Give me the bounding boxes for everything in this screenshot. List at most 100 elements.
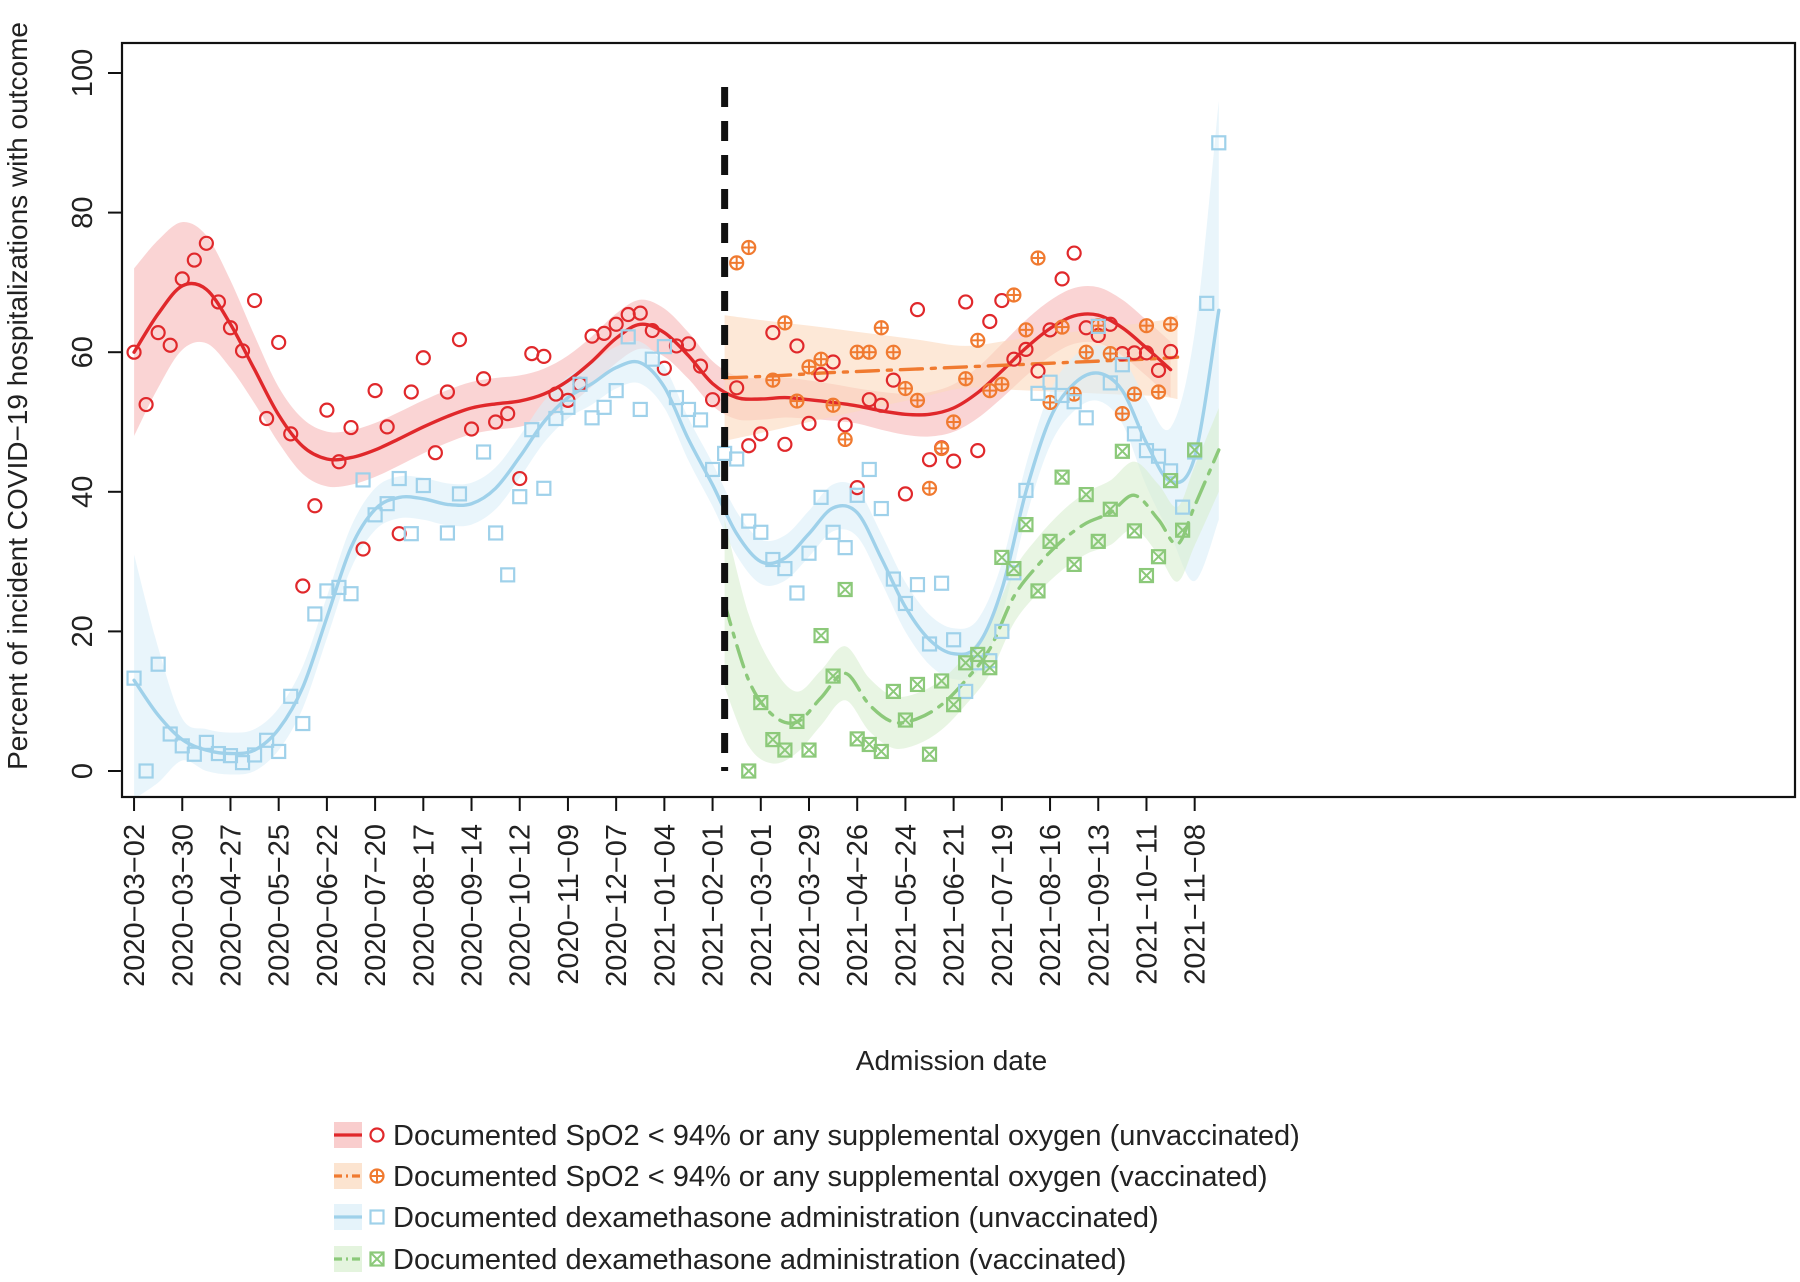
data-point-0-shape <box>451 332 468 348</box>
data-point-0 <box>1054 271 1070 287</box>
x-tick-label: 2021−11−08 <box>1180 824 1212 985</box>
data-point-3-shape <box>933 673 950 689</box>
data-point-2 <box>873 500 889 517</box>
data-point-2-shape <box>475 444 492 460</box>
data-point-3-diag-b <box>958 655 973 671</box>
data-point-0 <box>198 235 214 251</box>
data-point-2 <box>1150 448 1167 464</box>
data-point-2-shape <box>307 606 323 622</box>
data-point-2-shape <box>1066 394 1082 410</box>
data-point-0 <box>1030 363 1046 379</box>
data-point-3-diag-b <box>801 742 817 758</box>
data-point-0-shape <box>644 322 660 339</box>
data-point-3-diag-b <box>1103 502 1118 517</box>
data-point-2-shape <box>1018 482 1034 499</box>
data-point-2 <box>1199 295 1215 311</box>
data-point-2-shape <box>1211 135 1227 151</box>
data-point-2-shape <box>753 524 769 540</box>
data-point-0-shape <box>741 438 757 454</box>
y-tick-label: 100 <box>67 49 99 97</box>
data-point-3 <box>825 668 841 684</box>
data-point-3-diag-b <box>922 747 937 762</box>
data-point-2 <box>789 585 805 601</box>
data-point-3-shape <box>970 646 986 663</box>
data-point-1 <box>909 392 926 408</box>
data-point-0-shape <box>307 498 323 514</box>
data-point-0 <box>753 426 769 442</box>
data-point-0 <box>909 302 926 318</box>
data-point-2 <box>295 715 311 732</box>
data-point-2-shape <box>259 732 275 748</box>
data-point-0 <box>632 305 648 321</box>
data-point-0 <box>403 384 419 400</box>
data-point-0 <box>608 316 624 332</box>
data-point-0 <box>162 337 178 353</box>
legend-item-0: Documented SpO2 < 94% or any supplementa… <box>334 1120 1300 1152</box>
data-point-2 <box>933 575 950 591</box>
data-point-2-shape <box>138 763 154 779</box>
data-point-0 <box>488 414 504 430</box>
data-point-2 <box>825 524 841 540</box>
data-point-2-shape <box>861 461 877 478</box>
data-point-0-shape <box>1066 245 1082 261</box>
data-point-2-shape <box>343 586 359 602</box>
data-point-2-shape <box>680 401 697 418</box>
data-point-0 <box>897 486 914 502</box>
data-point-2 <box>572 376 588 392</box>
data-point-0-shape <box>765 325 781 341</box>
data-point-2 <box>500 567 516 583</box>
data-point-2-shape <box>391 470 407 487</box>
data-point-3-shape <box>1175 522 1191 538</box>
data-point-0-shape <box>680 336 697 352</box>
data-point-1 <box>873 320 889 336</box>
data-point-3-diag-b <box>946 697 961 712</box>
data-point-1 <box>1150 384 1167 400</box>
data-point-3-shape <box>813 627 829 644</box>
data-point-1 <box>1078 344 1094 360</box>
data-point-3 <box>1162 473 1179 489</box>
data-point-0-shape <box>789 338 805 354</box>
data-point-2 <box>283 688 299 704</box>
data-point-2 <box>608 382 624 399</box>
data-point-0 <box>813 366 829 383</box>
data-point-1 <box>1114 406 1130 422</box>
data-point-0-shape <box>801 415 817 431</box>
data-point-2 <box>1175 499 1191 515</box>
data-point-2 <box>439 525 456 541</box>
data-point-1 <box>994 376 1010 392</box>
data-point-0 <box>885 372 901 388</box>
smooth-line-3 <box>722 448 1221 725</box>
data-point-2 <box>126 670 142 686</box>
data-point-2 <box>861 461 877 478</box>
data-point-3 <box>1078 486 1094 503</box>
data-point-2 <box>475 444 492 460</box>
data-point-2-shape <box>632 401 648 418</box>
data-point-3 <box>970 646 986 663</box>
data-point-0 <box>475 371 492 387</box>
data-point-3-shape <box>909 676 926 693</box>
x-tick-label: 2021−02−01 <box>698 824 730 987</box>
data-point-3-diag-b <box>1127 523 1142 539</box>
data-point-3 <box>885 683 901 700</box>
data-point-2-shape <box>885 571 901 587</box>
data-point-3-diag-b <box>1018 517 1034 532</box>
data-point-0 <box>367 382 383 399</box>
y-tick-label: 80 <box>67 196 99 228</box>
data-point-0-shape <box>729 380 745 396</box>
data-point-3-diag-b <box>898 712 913 728</box>
data-point-0-shape <box>283 426 299 442</box>
data-point-3-shape <box>897 712 914 728</box>
y-tick-label: 20 <box>67 615 99 647</box>
data-point-2-shape <box>837 540 853 556</box>
smooth-line-2 <box>132 308 1221 756</box>
data-point-3-diag-b <box>1030 583 1046 599</box>
data-point-0-shape <box>1138 345 1155 361</box>
data-point-2 <box>1078 410 1094 426</box>
data-point-2 <box>729 451 745 467</box>
data-point-0 <box>777 436 793 452</box>
data-point-3-shape <box>765 731 781 748</box>
data-point-2 <box>355 472 371 488</box>
data-point-0 <box>1150 362 1167 378</box>
data-point-0 <box>921 452 938 468</box>
data-point-0 <box>861 392 877 408</box>
